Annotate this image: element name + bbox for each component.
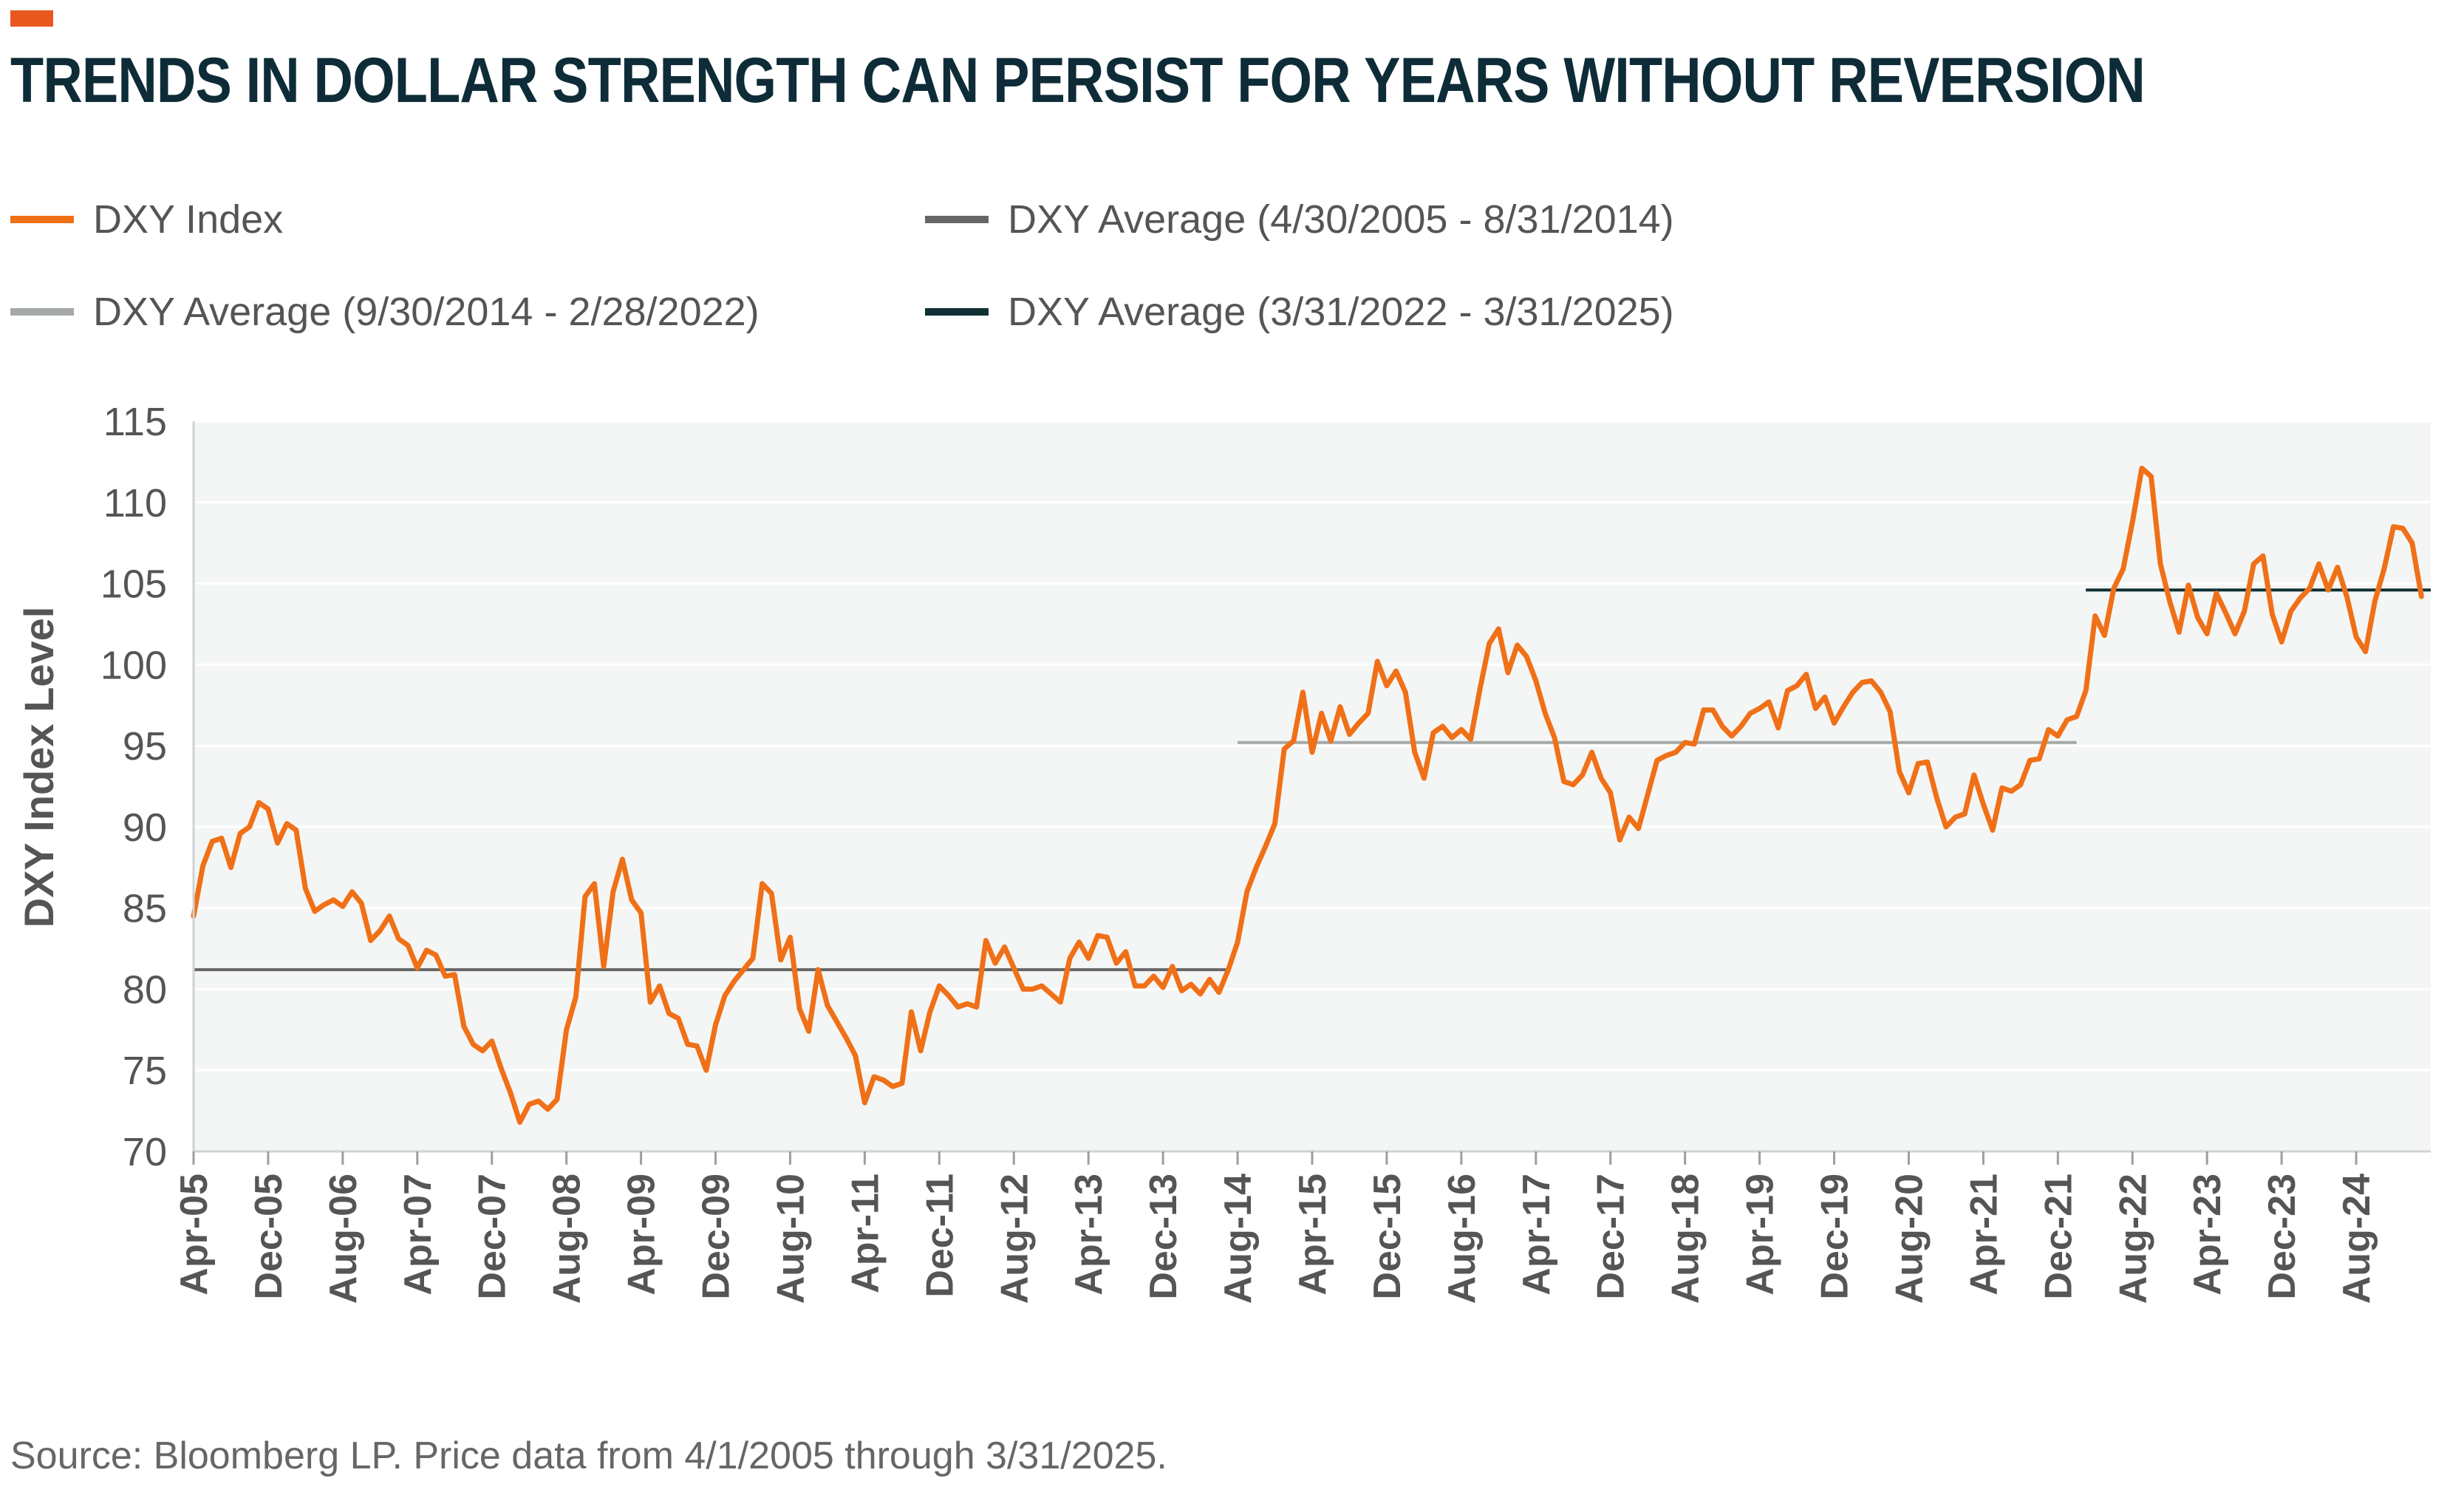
source-note: Source: Bloomberg LP. Price data from 4/… <box>10 1434 1167 1477</box>
legend-swatch <box>925 308 989 316</box>
x-tick-label: Apr-13 <box>1068 1174 1110 1296</box>
y-tick-label: 85 <box>123 887 167 931</box>
dxy-index-line <box>191 466 2424 1125</box>
legend-item-avg-2005-2014: DXY Average (4/30/2005 - 8/31/2014) <box>925 194 1674 245</box>
y-tick-label: 70 <box>123 1130 167 1174</box>
legend-item-avg-2022-2025: DXY Average (3/31/2022 - 3/31/2025) <box>925 286 1674 338</box>
y-tick-label: 95 <box>123 724 167 769</box>
y-tick-label: 115 <box>103 400 167 444</box>
x-tick-label: Aug-18 <box>1665 1174 1707 1304</box>
legend-label: DXY Average (4/30/2005 - 8/31/2014) <box>1008 197 1674 242</box>
y-tick-label: 80 <box>123 967 167 1012</box>
y-tick-label: 90 <box>123 806 167 850</box>
x-tick-label: Apr-19 <box>1739 1174 1782 1296</box>
x-tick-label: Aug-10 <box>769 1174 812 1304</box>
y-tick-label: 110 <box>103 481 167 525</box>
average-lines <box>194 588 2431 972</box>
legend-label: DXY Index <box>93 197 284 242</box>
legend-swatch <box>10 216 74 223</box>
accent-bar <box>10 10 53 27</box>
y-tick-label: 100 <box>100 643 167 687</box>
x-tick-label: Aug-16 <box>1441 1174 1484 1304</box>
x-tick-label: Dec-15 <box>1366 1174 1409 1300</box>
legend-item-avg-2014-2022: DXY Average (9/30/2014 - 2/28/2022) <box>10 286 760 338</box>
x-tick-label: Aug-06 <box>322 1174 365 1304</box>
x-tick-label: Dec-23 <box>2261 1174 2304 1300</box>
y-axis-label: DXY Index Level <box>16 607 62 928</box>
x-tick-label: Aug-14 <box>1217 1174 1260 1304</box>
dxy-chart: 70 75 80 85 90 95 100 105 110 115 Apr-05 Dec-05 Aug-… <box>16 400 2431 1304</box>
y-tick-label: 105 <box>100 562 167 607</box>
x-tick-label: Apr-17 <box>1515 1174 1558 1296</box>
legend-label: DXY Average (3/31/2022 - 3/31/2025) <box>1008 290 1674 334</box>
x-tick-label: Dec-19 <box>1814 1174 1857 1300</box>
series-lines <box>191 466 2424 1125</box>
x-tick-label: Apr-11 <box>844 1174 887 1293</box>
x-tick-label: Apr-05 <box>173 1174 216 1296</box>
plot-background <box>194 421 2431 1151</box>
x-tick-label: Apr-21 <box>1962 1174 2005 1296</box>
legend-item-dxy-index: DXY Index <box>10 194 283 245</box>
plot-area <box>194 421 2431 1151</box>
x-tick-label: Dec-11 <box>918 1174 961 1298</box>
x-tick-label: Apr-07 <box>397 1174 440 1296</box>
legend-swatch <box>925 216 989 223</box>
x-tick-label: Dec-05 <box>248 1174 290 1300</box>
x-tick-label: Dec-17 <box>1590 1174 1633 1300</box>
chart-title: TRENDS IN DOLLAR STRENGTH CAN PERSIST FO… <box>10 45 2146 116</box>
x-tick-label: Aug-20 <box>1888 1174 1931 1304</box>
x-tick-label: Aug-22 <box>2112 1174 2154 1304</box>
y-tick-label: 75 <box>123 1049 167 1093</box>
x-tick-label: Aug-08 <box>546 1174 589 1304</box>
axes: 70 75 80 85 90 95 100 105 110 115 Apr-05 Dec-05 Aug-… <box>100 400 2431 1304</box>
x-tick-label: Dec-21 <box>2037 1174 2080 1300</box>
x-tick-label: Dec-09 <box>695 1174 738 1300</box>
x-tick-label: Aug-12 <box>993 1174 1036 1304</box>
x-tick-label: Apr-15 <box>1291 1174 1334 1296</box>
x-tick-label: Dec-07 <box>471 1174 514 1300</box>
x-tick-label: Dec-13 <box>1142 1174 1185 1300</box>
x-tick-label: Apr-09 <box>621 1174 663 1296</box>
legend-swatch <box>10 308 74 316</box>
x-tick-label: Aug-24 <box>2335 1174 2378 1304</box>
x-tick-label: Apr-23 <box>2186 1174 2229 1296</box>
legend: DXY Index DXY Average (4/30/2005 - 8/31/… <box>10 194 1784 356</box>
legend-label: DXY Average (9/30/2014 - 2/28/2022) <box>93 290 760 334</box>
